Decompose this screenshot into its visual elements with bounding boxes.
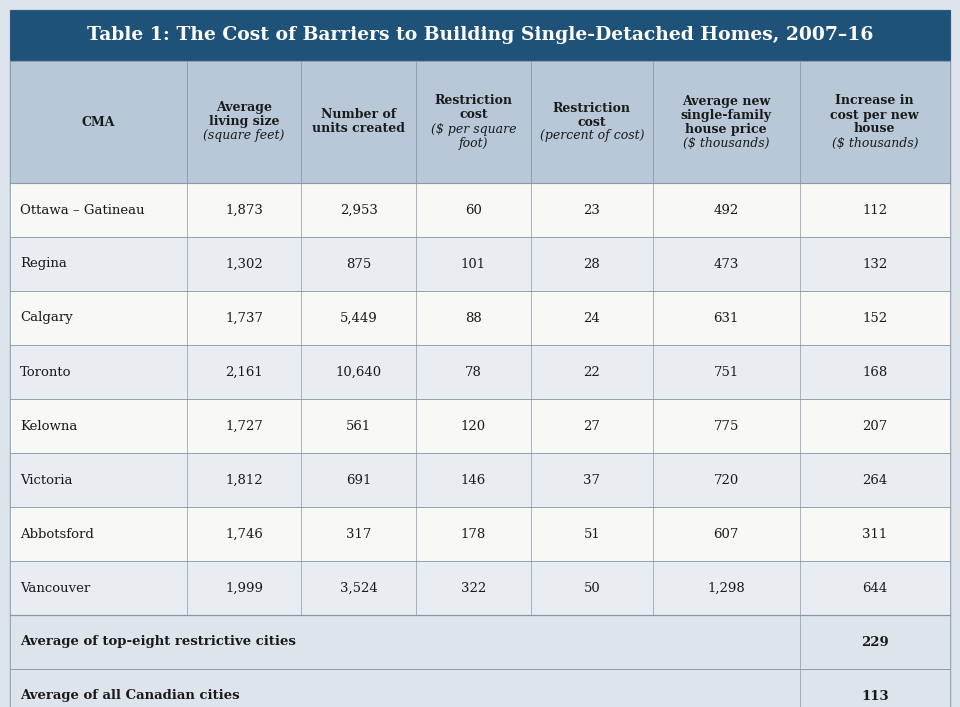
Text: Restriction: Restriction: [553, 102, 631, 115]
Text: ($ per square: ($ per square: [431, 122, 516, 136]
Text: house price: house price: [685, 122, 767, 136]
Text: Table 1: The Cost of Barriers to Building Single-Detached Homes, 2007–16: Table 1: The Cost of Barriers to Buildin…: [86, 26, 874, 44]
Text: 28: 28: [584, 257, 600, 271]
Text: foot): foot): [459, 136, 489, 149]
Text: Calgary: Calgary: [20, 312, 73, 325]
Text: Regina: Regina: [20, 257, 67, 271]
Text: 88: 88: [465, 312, 482, 325]
Text: 1,746: 1,746: [226, 527, 263, 540]
Text: ($ thousands): ($ thousands): [831, 136, 918, 149]
Text: house: house: [854, 122, 896, 136]
Bar: [10, 61, 950, 183]
Text: 22: 22: [584, 366, 600, 378]
Text: 10,640: 10,640: [336, 366, 382, 378]
Text: 875: 875: [347, 257, 372, 271]
Bar: [10, 561, 950, 615]
Text: units created: units created: [312, 122, 405, 136]
Text: 561: 561: [347, 419, 372, 433]
Text: Restriction: Restriction: [435, 95, 513, 107]
Text: 2,161: 2,161: [226, 366, 263, 378]
Text: cost: cost: [459, 108, 488, 122]
Text: Average of top-eight restrictive cities: Average of top-eight restrictive cities: [20, 636, 296, 648]
Text: 492: 492: [713, 204, 739, 216]
Text: 1,302: 1,302: [226, 257, 263, 271]
Text: 322: 322: [461, 581, 486, 595]
Text: 229: 229: [861, 636, 889, 648]
Text: 631: 631: [713, 312, 739, 325]
Bar: [10, 669, 950, 707]
Bar: [10, 453, 950, 507]
Bar: [10, 10, 950, 60]
Text: 1,999: 1,999: [225, 581, 263, 595]
Bar: [10, 183, 950, 237]
Text: living size: living size: [209, 115, 279, 129]
Text: 168: 168: [862, 366, 887, 378]
Text: 1,812: 1,812: [226, 474, 263, 486]
Text: Increase in: Increase in: [835, 95, 914, 107]
Text: 146: 146: [461, 474, 486, 486]
Text: cost per new: cost per new: [830, 108, 919, 122]
Text: 317: 317: [346, 527, 372, 540]
Text: 37: 37: [584, 474, 600, 486]
Text: 775: 775: [713, 419, 739, 433]
Text: 51: 51: [584, 527, 600, 540]
Text: 751: 751: [713, 366, 739, 378]
Text: 720: 720: [713, 474, 739, 486]
Bar: [10, 237, 950, 291]
Text: 207: 207: [862, 419, 887, 433]
Text: 1,298: 1,298: [708, 581, 745, 595]
Text: 264: 264: [862, 474, 887, 486]
Text: 311: 311: [862, 527, 887, 540]
Text: 5,449: 5,449: [340, 312, 377, 325]
Text: 1,737: 1,737: [225, 312, 263, 325]
Text: Average: Average: [216, 102, 272, 115]
Bar: [10, 399, 950, 453]
Text: 113: 113: [861, 689, 889, 703]
Text: 23: 23: [584, 204, 600, 216]
Text: CMA: CMA: [82, 115, 115, 129]
Text: 27: 27: [584, 419, 600, 433]
Text: 607: 607: [713, 527, 739, 540]
Text: Abbotsford: Abbotsford: [20, 527, 94, 540]
Text: Toronto: Toronto: [20, 366, 71, 378]
Bar: [10, 291, 950, 345]
Text: Vancouver: Vancouver: [20, 581, 90, 595]
Text: 24: 24: [584, 312, 600, 325]
Bar: [10, 615, 950, 669]
Text: Average new: Average new: [683, 95, 771, 107]
Text: 112: 112: [862, 204, 887, 216]
Text: Ottawa – Gatineau: Ottawa – Gatineau: [20, 204, 145, 216]
Text: single-family: single-family: [681, 108, 772, 122]
Text: cost: cost: [578, 115, 606, 129]
Text: 101: 101: [461, 257, 486, 271]
Text: 3,524: 3,524: [340, 581, 377, 595]
Text: 178: 178: [461, 527, 486, 540]
Text: 132: 132: [862, 257, 887, 271]
Text: Victoria: Victoria: [20, 474, 73, 486]
Text: (percent of cost): (percent of cost): [540, 129, 644, 143]
Text: 1,727: 1,727: [226, 419, 263, 433]
Text: 2,953: 2,953: [340, 204, 377, 216]
Text: 644: 644: [862, 581, 887, 595]
Bar: [10, 345, 950, 399]
Text: 473: 473: [713, 257, 739, 271]
Text: Number of: Number of: [322, 108, 396, 122]
Text: Average of all Canadian cities: Average of all Canadian cities: [20, 689, 240, 703]
Text: 50: 50: [584, 581, 600, 595]
Text: 120: 120: [461, 419, 486, 433]
Text: 691: 691: [346, 474, 372, 486]
Text: 78: 78: [465, 366, 482, 378]
Text: 60: 60: [465, 204, 482, 216]
Text: 152: 152: [862, 312, 887, 325]
Text: (square feet): (square feet): [204, 129, 285, 143]
Text: 1,873: 1,873: [226, 204, 263, 216]
Text: ($ thousands): ($ thousands): [683, 136, 770, 149]
Bar: [10, 507, 950, 561]
Text: Kelowna: Kelowna: [20, 419, 78, 433]
